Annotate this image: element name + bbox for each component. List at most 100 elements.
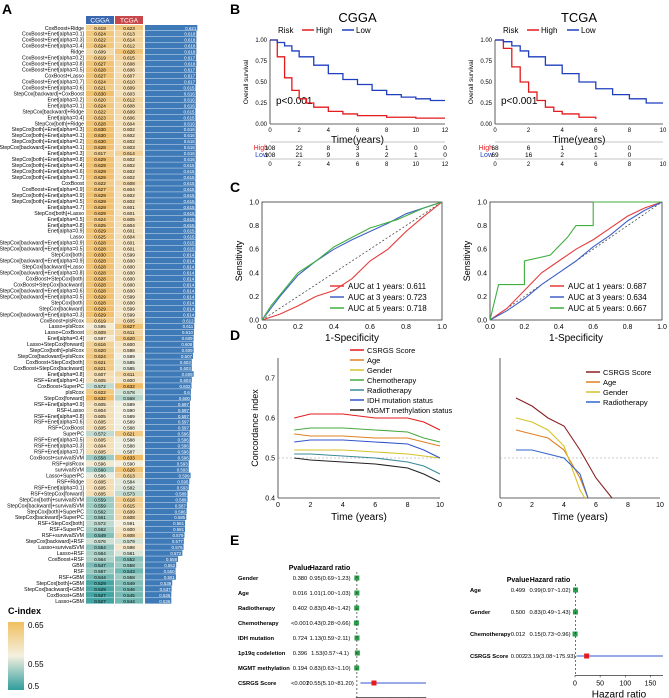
heat-cell-value: 0.544 <box>94 575 106 580</box>
legend-label-high: High <box>541 26 557 35</box>
heat-cell <box>115 395 143 401</box>
row-label: Enet[alpha=0.7] <box>48 205 85 211</box>
mean-bar <box>145 36 197 43</box>
heat-cell <box>86 520 114 527</box>
mean-bar <box>145 538 184 544</box>
mean-bar-value: 0.602 <box>179 384 191 389</box>
heat-cell <box>86 532 114 538</box>
mean-bar <box>145 502 187 509</box>
mean-bar <box>145 263 196 270</box>
row-label: CoxBoost+StepCox[both] <box>26 276 85 282</box>
risk-value: 2 <box>385 152 389 159</box>
heat-cell-value: 0.628 <box>94 276 106 281</box>
legend-label: AUC at 5 years: 0.667 <box>568 304 647 313</box>
heat-cell-value: 0.585 <box>123 360 135 365</box>
forest-pvalue: 0.012 <box>511 632 526 638</box>
heat-cell-value: 0.630 <box>94 253 106 258</box>
mean-bar-value: 0.589 <box>176 497 188 502</box>
heatmap-row: CoxBoost+SuperPC 0.572 0.632 0.602 <box>37 383 192 390</box>
forest-pvalue: 0.396 <box>293 651 308 657</box>
heat-cell <box>86 102 114 109</box>
mean-bar <box>145 580 173 586</box>
y-tick-label: 0.6 <box>477 247 487 254</box>
row-label: StepCox[both]+Enet[alpha=0.4] <box>12 163 85 169</box>
forest-hr-text: 20.55(5.10~81.20) <box>306 681 354 687</box>
row-label: StepCox[both]+Ridge <box>35 121 85 127</box>
heat-cell <box>86 556 114 562</box>
mean-bar-value: 0.615 <box>183 163 195 168</box>
heat-cell <box>86 401 114 407</box>
heat-cell-value: 0.622 <box>94 38 106 43</box>
mean-bar <box>145 168 196 174</box>
row-label: Lasso+RSF <box>57 551 84 557</box>
heat-cell-value: 0.605 <box>123 217 135 222</box>
heat-cell <box>86 514 114 521</box>
row-label: StepCox[backward]+Enet[alpha=0.6] <box>0 288 85 294</box>
risk-value: 3 <box>356 145 360 152</box>
heat-cell <box>115 120 143 127</box>
heatmap-row: RSF+Enet[alpha=0.9] 0.605 0.589 0.597 <box>34 401 190 408</box>
mean-bar-value: 0.599 <box>179 473 191 478</box>
cindex-curve <box>294 413 441 431</box>
heat-cell <box>115 353 143 359</box>
km-pvalue: p<0.001 <box>501 96 538 107</box>
mean-bar <box>145 335 194 341</box>
heat-cell <box>86 245 114 252</box>
heat-cell-value: 0.586 <box>94 473 106 478</box>
mean-bar <box>145 174 196 180</box>
forest-variable: Chemotherapy <box>470 632 511 638</box>
x-tick-label: 4 <box>327 128 331 134</box>
mean-bar <box>145 96 196 103</box>
heat-cell <box>86 574 114 580</box>
heat-cell <box>115 54 143 61</box>
heat-cell <box>115 162 143 168</box>
heatmap-row: StepCox[both]+Enet[alpha=0.4] 0.629 0.602 0… <box>12 162 196 169</box>
mean-bar <box>145 484 189 491</box>
forest-row: 1p19q codeletion 0.396 1.53(0.57~4.1) <box>238 650 360 657</box>
row-label: Enet[alpha=0.8] <box>48 372 85 378</box>
heat-cell <box>86 36 114 43</box>
mean-bar-value: 0.618 <box>184 50 196 55</box>
mean-bar-value: 0.617 <box>184 56 196 61</box>
heat-cell <box>86 227 114 234</box>
x-tick-label: 0.6 <box>588 324 598 331</box>
row-label: CoxBoost+Enet[alpha=0.9] <box>22 187 85 193</box>
mean-bar-value: 0.539 <box>160 581 172 586</box>
x-tick-label: 10 <box>660 128 667 134</box>
heatmap-row: GBM 0.547 0.558 0.552 <box>72 562 177 569</box>
heat-cell-value: 0.554 <box>94 545 106 550</box>
forest-header-pvalue: Pvalue <box>289 565 312 572</box>
km-title: CGGA <box>338 10 377 25</box>
mean-bar <box>145 562 177 568</box>
heat-cell <box>115 281 143 288</box>
heatmap-row: CoxBoost+StepCox[both] 0.621 0.585 0.603 <box>26 359 192 366</box>
mean-bar <box>145 257 196 264</box>
y-tick-label: 0.4 <box>249 270 259 277</box>
heatmap-row: RSF+Ridge 0.605 0.584 0.595 <box>57 478 190 485</box>
mean-bar <box>145 78 197 85</box>
heat-cell-value: 0.623 <box>94 115 106 120</box>
mean-bar-value: 0.618 <box>184 32 196 37</box>
heat-cell <box>115 42 143 49</box>
row-label: CoxBoost+Enet[alpha=0.3] <box>22 38 85 44</box>
row-label: Enet[alpha=0.4] <box>48 115 85 121</box>
mean-bar-value: 0.616 <box>184 121 196 126</box>
mean-bar <box>145 30 197 37</box>
mean-bar-value: 0.552 <box>164 563 176 568</box>
km-curve-low <box>495 39 663 104</box>
heat-cell-value: 0.601 <box>123 211 135 216</box>
y-tick-label: 0.8 <box>249 223 259 230</box>
forest-pvalue: <0.001 <box>291 681 309 687</box>
cindex-plot-right: 0 2 4 6 8 10 Time (years) CSRGS ScoreAgeGenderR… <box>498 358 664 523</box>
heatmap-row: RSF+Enet[alpha=0.3] 0.604 0.588 0.596 <box>34 442 190 450</box>
mean-bar-value: 0.615 <box>183 223 195 228</box>
mean-bar <box>145 305 196 312</box>
heat-cell-value: 0.620 <box>94 97 106 102</box>
mean-bar-value: 0.536 <box>159 593 171 598</box>
y-tick-label: 0.50 <box>480 80 492 86</box>
heat-cell <box>86 186 114 192</box>
risk-value: 0 <box>414 145 418 152</box>
row-label: CoxBoost+RSF <box>48 557 84 563</box>
forest-point <box>353 620 359 626</box>
